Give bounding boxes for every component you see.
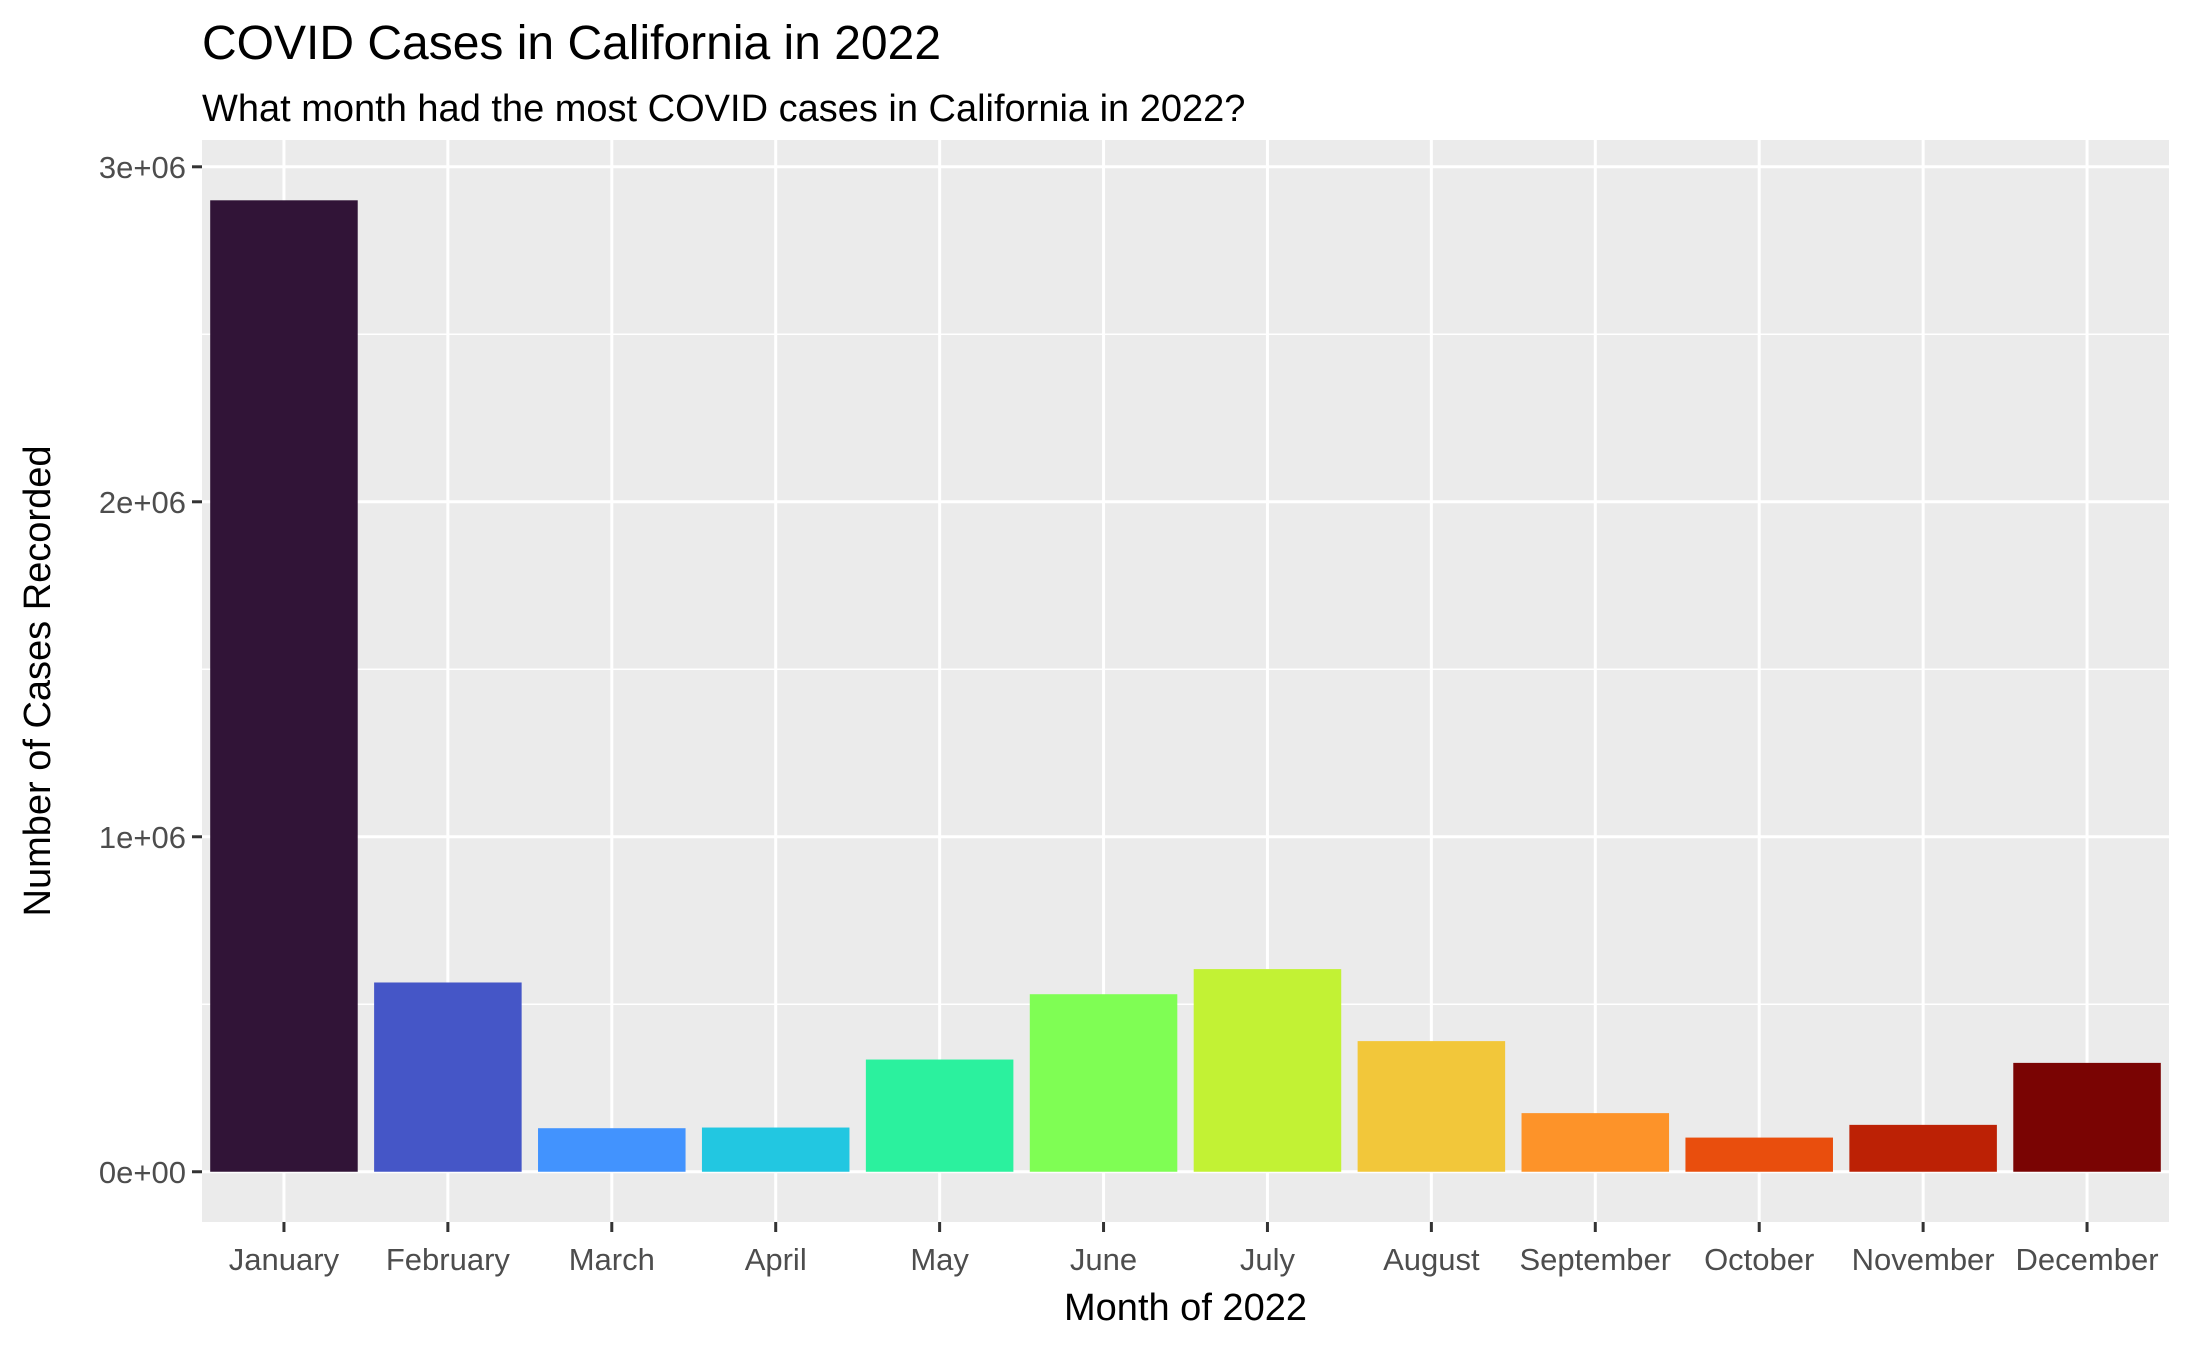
y-tick-label: 3e+06 [99, 150, 186, 185]
bar-september [1521, 1113, 1670, 1172]
y-axis: 0e+00 1e+06 2e+06 3e+06 [99, 150, 202, 1190]
bar-july [1193, 969, 1342, 1172]
chart-title: COVID Cases in California in 2022 [202, 17, 942, 70]
x-tick-label: May [910, 1242, 969, 1277]
bar-june [1029, 994, 1178, 1172]
bar-october [1685, 1137, 1833, 1172]
bar-january [210, 200, 358, 1172]
x-tick-label: September [1519, 1242, 1671, 1277]
x-tick-label: November [1852, 1242, 1995, 1277]
x-tick-label: February [386, 1242, 511, 1277]
x-axis-title: Month of 2022 [1064, 1287, 1307, 1329]
y-tick-label: 0e+00 [99, 1155, 186, 1190]
x-tick-label: October [1704, 1242, 1814, 1277]
x-axis: January February March April May June July Augu… [229, 1222, 2159, 1277]
minor-gridlines [202, 333, 2169, 1006]
x-tick-label: June [1070, 1242, 1137, 1277]
x-tick-label: April [745, 1242, 807, 1277]
chart-subtitle: What month had the most COVID cases in C… [202, 88, 1246, 130]
y-axis-title: Number of Cases Recorded [17, 446, 59, 917]
y-tick-label: 2e+06 [99, 485, 186, 520]
x-tick-label: August [1383, 1242, 1480, 1277]
bar-april [701, 1127, 850, 1172]
bars [210, 200, 2161, 1172]
y-tick-label: 1e+06 [99, 820, 186, 855]
bar-may [865, 1059, 1014, 1172]
x-tick-label: July [1240, 1242, 1296, 1277]
bar-august [1357, 1041, 1506, 1172]
bar-december [2013, 1062, 2161, 1172]
x-tick-label: December [2016, 1242, 2159, 1277]
bar-march [538, 1128, 686, 1172]
bar-november [1849, 1124, 1997, 1172]
bar-february [374, 982, 522, 1172]
x-tick-label: March [569, 1242, 655, 1277]
plot-panel [202, 140, 2169, 1222]
x-tick-label: January [229, 1242, 340, 1277]
